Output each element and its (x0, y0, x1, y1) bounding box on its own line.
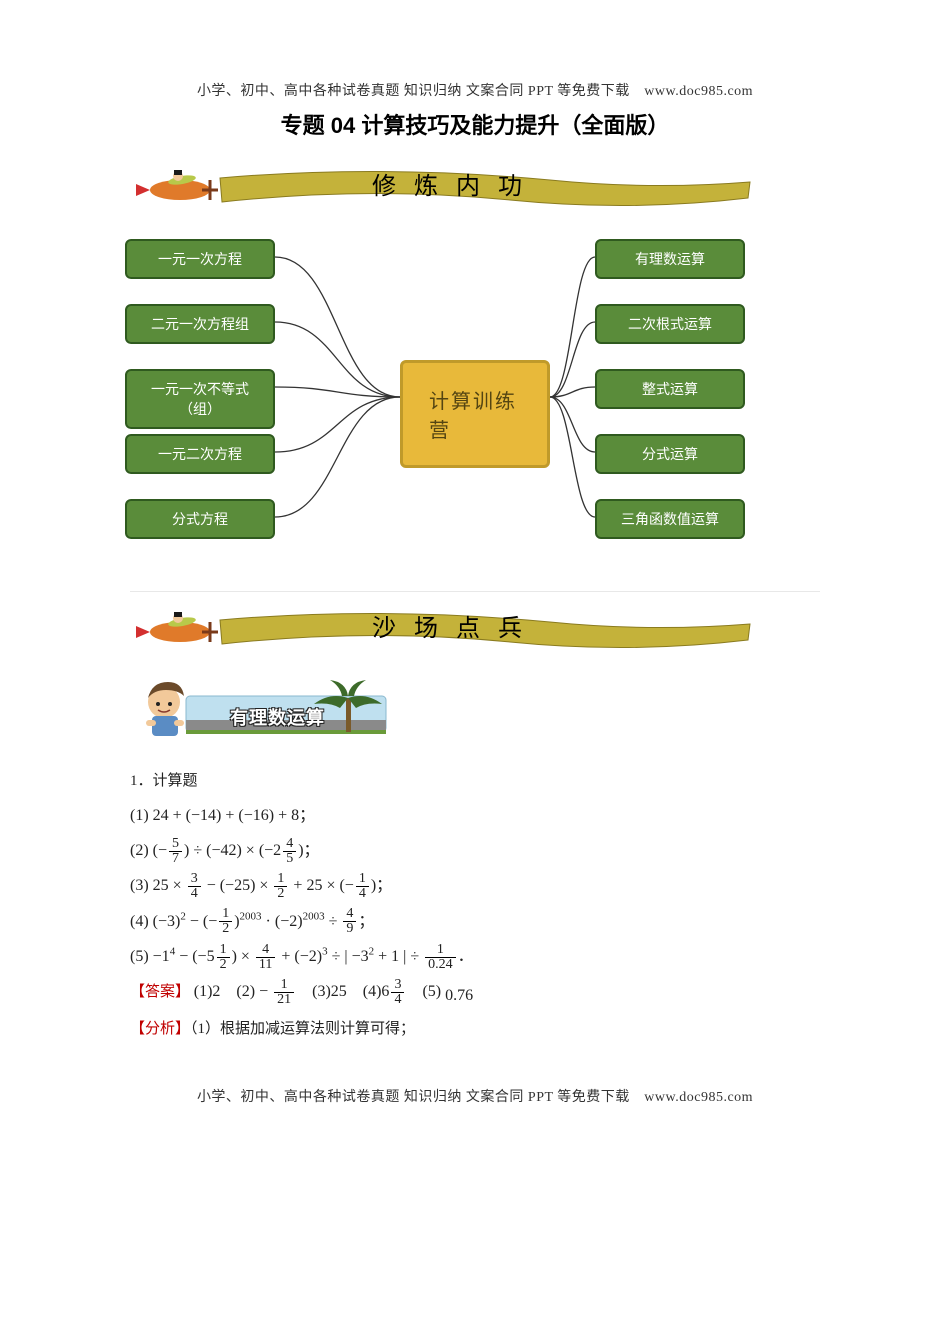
page-title: 专题 04 计算技巧及能力提升（全面版） (130, 108, 820, 140)
mindmap-node: 有理数运算 (595, 239, 745, 279)
problem-3: (3) 25 × 34 − (−25) × 12 + 25 × (−14)； (130, 868, 820, 903)
problem-5: (5) −14 − (−512) × 411 + (−2)3 ÷ | −32 +… (130, 939, 820, 974)
mindmap-center: 计算训练营 (400, 360, 550, 468)
mindmap-node: 二元一次方程组 (125, 304, 275, 344)
mindmap-node: 一元二次方程 (125, 434, 275, 474)
problem-4: (4) (−3)2 − (−12)2003 · (−2)2003 ÷ 49； (130, 904, 820, 939)
mindmap: 计算训练营一元一次方程二元一次方程组一元一次不等式（组）一元二次方程分式方程有理… (130, 222, 820, 592)
sub-banner-text: 有理数运算 (230, 704, 325, 730)
mindmap-node: 分式方程 (125, 499, 275, 539)
banner-2-text: 沙 场 点 兵 (360, 608, 528, 643)
mindmap-node: 整式运算 (595, 369, 745, 409)
banner-1-text: 修 炼 内 功 (360, 166, 528, 201)
mindmap-node: 三角函数值运算 (595, 499, 745, 539)
mindmap-node: 二次根式运算 (595, 304, 745, 344)
answer-label: 【答案】 (130, 984, 190, 1000)
problems-block: 1．计算题 (1) 24 + (−14) + (−16) + 8； (2) (−… (130, 765, 820, 1046)
sub-banner: 有理数运算 (130, 674, 430, 755)
problem-2: (2) (−57) ÷ (−42) × (−245)； (130, 833, 820, 868)
page-footer: 小学、初中、高中各种试卷真题 知识归纳 文案合同 PPT 等免费下载 www.d… (130, 1086, 820, 1106)
problems-heading: 1．计算题 (130, 765, 820, 798)
page-header: 小学、初中、高中各种试卷真题 知识归纳 文案合同 PPT 等免费下载 www.d… (130, 80, 820, 100)
mindmap-node: 一元一次方程 (125, 239, 275, 279)
mindmap-node: 一元一次不等式（组） (125, 369, 275, 429)
section-banner-2: 沙 场 点 兵 (130, 600, 820, 660)
analysis-line: 【分析】（1）根据加减运算法则计算可得； (130, 1013, 820, 1046)
analysis-text: （1）根据加减运算法则计算可得； (190, 1021, 415, 1037)
section-banner-1: 修 炼 内 功 (130, 158, 820, 218)
problem-1: (1) 24 + (−14) + (−16) + 8； (130, 798, 820, 833)
answers-line: 【答案】 (1)2 (2) − 121 (3)25 (4)634 (5) 0.7… (130, 974, 820, 1013)
analysis-label: 【分析】 (130, 1021, 190, 1037)
mindmap-node: 分式运算 (595, 434, 745, 474)
